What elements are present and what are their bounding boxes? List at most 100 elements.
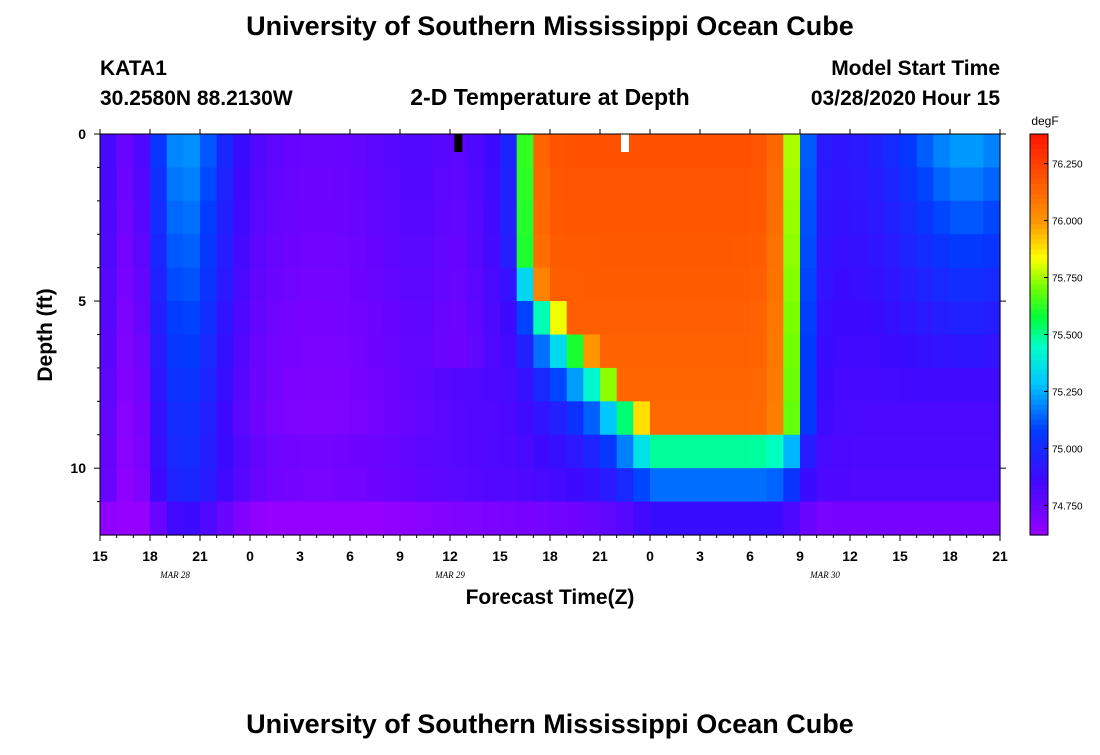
heatmap-cell — [450, 367, 468, 402]
heatmap-cell — [233, 401, 251, 436]
colorbar-band — [1030, 429, 1048, 436]
heatmap-cell — [116, 267, 134, 302]
heatmap-cell — [633, 267, 651, 302]
heatmap-cell — [500, 334, 518, 369]
heatmap-cell — [583, 334, 601, 369]
heatmap-cell — [500, 167, 518, 202]
heatmap-cell — [950, 367, 968, 402]
colorbar-band — [1030, 414, 1048, 421]
heatmap-cell — [800, 167, 818, 202]
heatmap-cell — [283, 334, 301, 369]
heatmap-cell — [400, 134, 418, 169]
heatmap-cell — [883, 434, 901, 469]
heatmap-cell — [933, 234, 951, 269]
station-coords: 30.2580N 88.2130W — [100, 87, 293, 110]
colorbar-band — [1030, 204, 1048, 210]
heatmap-cell — [166, 234, 184, 269]
heatmap-cell — [666, 401, 684, 436]
heatmap-cell — [383, 167, 401, 202]
heatmap-cell — [816, 334, 834, 369]
heatmap-cell — [983, 267, 1001, 302]
heatmap-cell — [333, 468, 351, 503]
heatmap-cell — [783, 167, 801, 202]
heatmap-cell — [383, 234, 401, 269]
heatmap-cell — [316, 501, 334, 536]
heatmap-cell — [916, 267, 934, 302]
heatmap-cell — [483, 334, 501, 369]
heatmap-cell — [900, 434, 918, 469]
heatmap-cell — [833, 200, 851, 235]
heatmap-cell — [533, 134, 551, 169]
heatmap-cell — [950, 167, 968, 202]
heatmap-cell — [583, 200, 601, 235]
colorbar-band — [1030, 174, 1048, 180]
heatmap-cell — [266, 167, 284, 202]
colorbar-band — [1030, 139, 1048, 145]
heatmap-cell — [833, 167, 851, 202]
heatmap-cell — [800, 434, 818, 469]
heatmap-cell — [800, 200, 818, 235]
heatmap-cell — [300, 501, 318, 536]
heatmap-cell — [416, 167, 434, 202]
heatmap-cell — [283, 267, 301, 302]
heatmap-cell — [400, 301, 418, 336]
heatmap-cell — [600, 301, 618, 336]
heatmap-cell — [916, 367, 934, 402]
heatmap-cell — [966, 267, 984, 302]
heatmap-cell — [133, 200, 151, 235]
colorbar-tick-label: 75.500 — [1052, 331, 1083, 342]
heatmap-cell — [233, 301, 251, 336]
heatmap-cell — [216, 367, 234, 402]
heatmap-cell — [983, 367, 1001, 402]
heatmap-cell — [266, 200, 284, 235]
heatmap-cell — [950, 267, 968, 302]
heatmap-cell — [616, 367, 634, 402]
heatmap-cell — [366, 468, 384, 503]
heatmap-cell — [550, 334, 568, 369]
heatmap-cell — [933, 134, 951, 169]
heatmap-cell — [366, 134, 384, 169]
heatmap-cell — [383, 401, 401, 436]
heatmap-cell — [250, 468, 268, 503]
heatmap-cell — [433, 134, 451, 169]
heatmap-cell — [650, 200, 668, 235]
heatmap-cell — [183, 301, 201, 336]
heatmap-cell — [583, 301, 601, 336]
heatmap-cell — [200, 234, 218, 269]
heatmap-cell — [483, 434, 501, 469]
heatmap-cell — [800, 468, 818, 503]
heatmap-cell — [933, 301, 951, 336]
heatmap-cell — [416, 267, 434, 302]
heatmap-cell — [900, 200, 918, 235]
heatmap-cell — [666, 301, 684, 336]
x-tick-label: 15 — [92, 548, 108, 564]
x-tick-label: 15 — [892, 548, 908, 564]
heatmap-cell — [900, 367, 918, 402]
heatmap-cell — [100, 468, 118, 503]
heatmap-cell — [116, 367, 134, 402]
heatmap-cell — [816, 367, 834, 402]
heatmap-cell — [366, 334, 384, 369]
heatmap-cell — [866, 200, 884, 235]
heatmap-cell — [850, 200, 868, 235]
heatmap-cell — [566, 434, 584, 469]
heatmap-cell — [650, 234, 668, 269]
heatmap-cell — [166, 267, 184, 302]
heatmap-cell — [116, 167, 134, 202]
heatmap-cell — [500, 134, 518, 169]
heatmap-cell — [883, 200, 901, 235]
heatmap-cell — [866, 334, 884, 369]
x-tick-label: 21 — [992, 548, 1008, 564]
heatmap-cell — [200, 334, 218, 369]
heatmap-cell — [666, 367, 684, 402]
x-tick-label: 15 — [492, 548, 508, 564]
heatmap-cell — [750, 434, 768, 469]
y-tick-label: 0 — [78, 126, 86, 142]
heatmap-cell — [733, 200, 751, 235]
heatmap-cell — [350, 367, 368, 402]
heatmap-cell — [116, 301, 134, 336]
heatmap-cell — [500, 301, 518, 336]
colorbar-band — [1030, 309, 1048, 316]
heatmap-cell — [750, 367, 768, 402]
heatmap-cell — [716, 501, 734, 536]
